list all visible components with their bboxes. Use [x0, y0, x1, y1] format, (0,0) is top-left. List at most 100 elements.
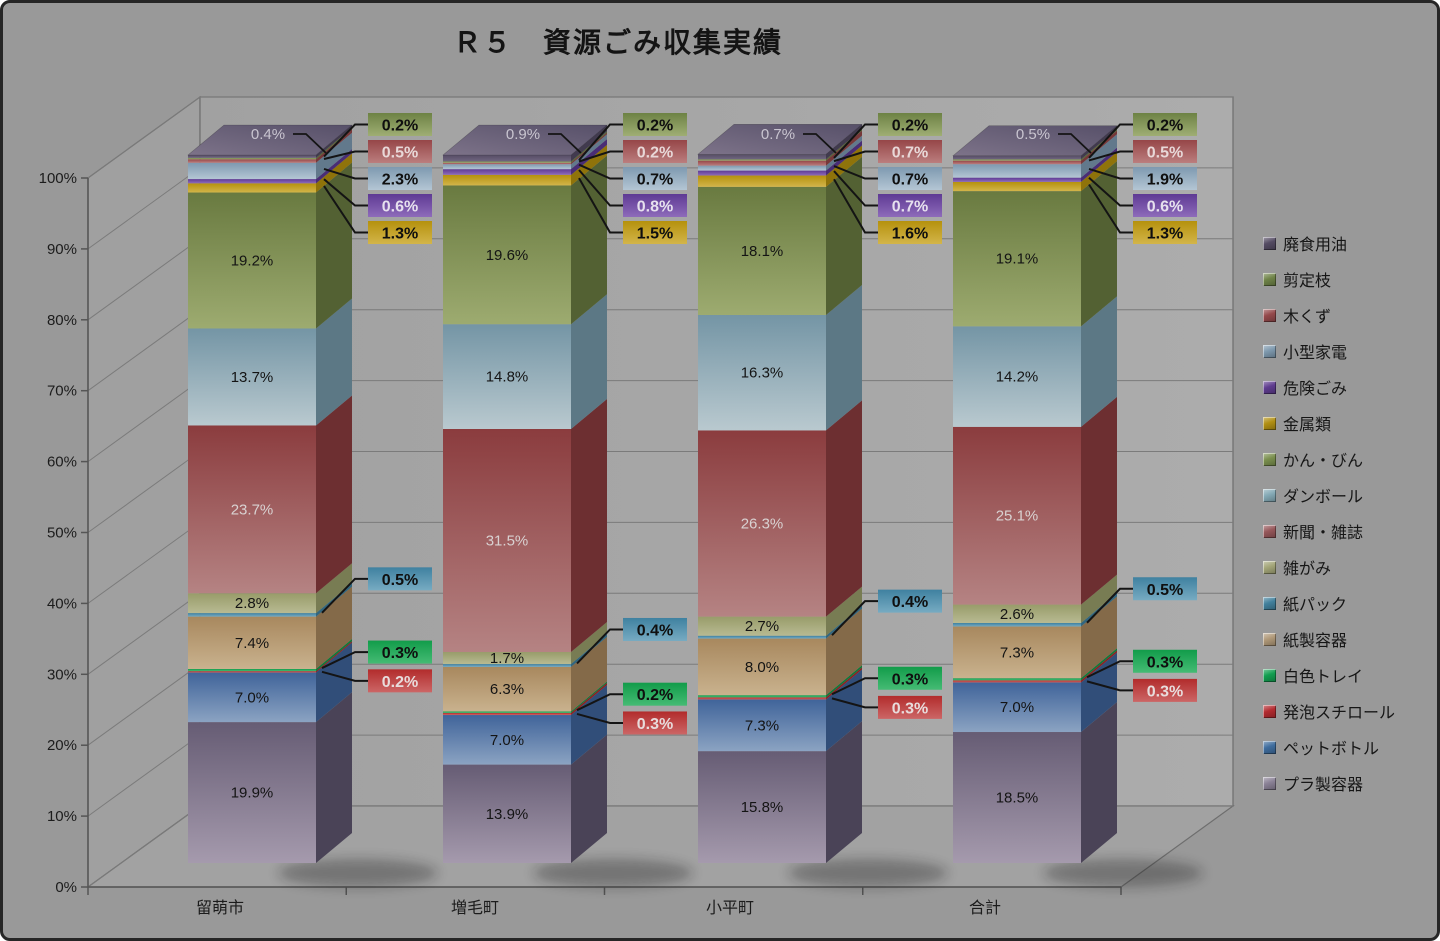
- callout-label[interactable]: [1133, 678, 1197, 702]
- callout-label[interactable]: [1133, 649, 1197, 673]
- legend-item-8[interactable]: 新聞・雑誌: [1263, 513, 1437, 549]
- bar-segment[interactable]: [953, 680, 1081, 683]
- callout-label[interactable]: [368, 194, 432, 217]
- bar-segment[interactable]: [188, 613, 316, 617]
- bar-segment[interactable]: [443, 162, 571, 165]
- bar-segment[interactable]: [188, 669, 316, 672]
- bar-segment[interactable]: [443, 324, 571, 429]
- callout-label[interactable]: [1133, 140, 1197, 163]
- bar-segment[interactable]: [698, 638, 826, 696]
- callout-label[interactable]: [368, 640, 432, 664]
- bar-segment[interactable]: [188, 162, 316, 180]
- bar-segment[interactable]: [443, 161, 571, 163]
- bar-segment[interactable]: [953, 426, 1081, 605]
- legend-item-13[interactable]: 発泡スチロール: [1263, 693, 1437, 729]
- callout-label[interactable]: [623, 711, 687, 735]
- callout-label[interactable]: [878, 194, 942, 217]
- legend-item-4[interactable]: 危険ごみ: [1263, 369, 1437, 405]
- legend-item-9[interactable]: 雑がみ: [1263, 549, 1437, 585]
- legend-item-2[interactable]: 木くず: [1263, 297, 1437, 333]
- callout-label[interactable]: [623, 140, 687, 163]
- bar-segment[interactable]: [953, 160, 1081, 165]
- bar-segment[interactable]: [698, 170, 826, 176]
- bar-segment[interactable]: [443, 712, 571, 716]
- bar-segment[interactable]: [698, 159, 826, 161]
- bar-segment[interactable]: [188, 155, 316, 158]
- bar-segment[interactable]: [698, 430, 826, 617]
- legend-item-6[interactable]: かん・びん: [1263, 441, 1437, 477]
- callout-label[interactable]: [1133, 194, 1197, 217]
- legend-item-7[interactable]: ダンボール: [1263, 477, 1437, 513]
- bar-segment[interactable]: [953, 682, 1081, 733]
- legend-item-10[interactable]: 紙パック: [1263, 585, 1437, 621]
- bar-segment[interactable]: [443, 664, 571, 667]
- callout-label[interactable]: [623, 113, 687, 136]
- bar-segment[interactable]: [188, 192, 316, 329]
- callout-label[interactable]: [623, 617, 687, 641]
- bar-segment[interactable]: [188, 425, 316, 594]
- column-top-face[interactable]: [442, 124, 608, 156]
- bar-segment[interactable]: [698, 175, 826, 187]
- bar-segment[interactable]: [953, 622, 1081, 627]
- bar-segment[interactable]: [698, 697, 826, 700]
- legend-item-11[interactable]: 紙製容器: [1263, 621, 1437, 657]
- bar-segment[interactable]: [953, 678, 1081, 681]
- bar-segment[interactable]: [698, 186, 826, 316]
- callout-label[interactable]: [878, 221, 942, 244]
- bar-segment[interactable]: [953, 732, 1081, 863]
- callout-label[interactable]: [623, 221, 687, 244]
- callout-label[interactable]: [1133, 221, 1197, 244]
- callout-label[interactable]: [1133, 113, 1197, 136]
- legend-item-15[interactable]: プラ製容器: [1263, 765, 1437, 801]
- bar-segment[interactable]: [188, 616, 316, 670]
- bar-segment[interactable]: [443, 652, 571, 665]
- callout-label[interactable]: [878, 695, 942, 719]
- legend-item-3[interactable]: 小型家電: [1263, 333, 1437, 369]
- bar-segment[interactable]: [188, 328, 316, 426]
- bar-segment[interactable]: [443, 169, 571, 175]
- legend-item-12[interactable]: 白色トレイ: [1263, 657, 1437, 693]
- bar-segment[interactable]: [698, 616, 826, 636]
- bar-segment[interactable]: [953, 159, 1081, 161]
- bar-segment[interactable]: [953, 326, 1081, 427]
- bar-segment[interactable]: [188, 671, 316, 673]
- bar-segment[interactable]: [443, 666, 571, 712]
- bar-segment[interactable]: [188, 159, 316, 163]
- bar-segment[interactable]: [188, 672, 316, 723]
- bar-segment[interactable]: [698, 160, 826, 166]
- bar-segment[interactable]: [443, 764, 571, 863]
- bar-segment[interactable]: [698, 635, 826, 639]
- bar-segment[interactable]: [443, 174, 571, 186]
- callout-label[interactable]: [368, 140, 432, 163]
- bar-segment[interactable]: [443, 715, 571, 765]
- legend-item-5[interactable]: 金属類: [1263, 405, 1437, 441]
- bar-segment[interactable]: [443, 155, 571, 162]
- bar-segment[interactable]: [188, 593, 316, 614]
- bar-segment[interactable]: [953, 177, 1081, 182]
- callout-label[interactable]: [368, 113, 432, 136]
- legend-item-1[interactable]: 剪定枝: [1263, 261, 1437, 297]
- bar-segment[interactable]: [953, 191, 1081, 327]
- bar-segment[interactable]: [698, 315, 826, 431]
- bar-segment[interactable]: [698, 154, 826, 160]
- callout-label[interactable]: [623, 682, 687, 706]
- callout-label[interactable]: [368, 167, 432, 190]
- bar-segment[interactable]: [188, 722, 316, 863]
- callout-label[interactable]: [368, 567, 432, 591]
- bar-segment[interactable]: [443, 428, 571, 653]
- bar-segment[interactable]: [188, 179, 316, 184]
- callout-label[interactable]: [878, 666, 942, 690]
- bar-segment[interactable]: [953, 164, 1081, 178]
- bar-segment[interactable]: [953, 626, 1081, 679]
- callout-label[interactable]: [368, 669, 432, 693]
- callout-label[interactable]: [878, 140, 942, 163]
- column-top-face[interactable]: [187, 124, 353, 156]
- callout-label[interactable]: [623, 194, 687, 217]
- bar-segment[interactable]: [698, 165, 826, 171]
- callout-label[interactable]: [878, 589, 942, 613]
- bar-segment[interactable]: [443, 711, 571, 713]
- bar-segment[interactable]: [443, 164, 571, 170]
- bar-segment[interactable]: [698, 699, 826, 752]
- bar-segment[interactable]: [188, 157, 316, 160]
- bar-segment[interactable]: [443, 185, 571, 325]
